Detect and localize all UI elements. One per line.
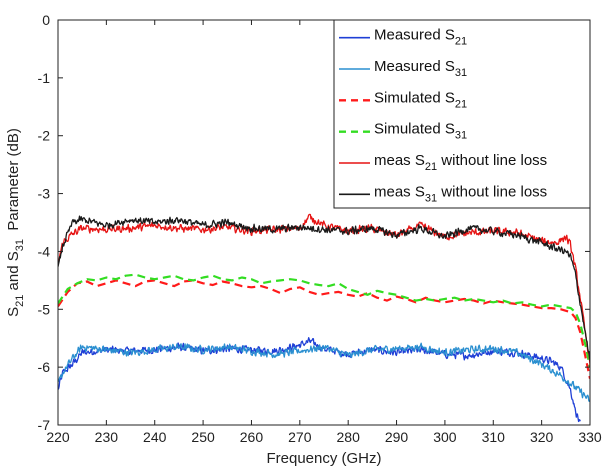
x-tick-label: 240: [143, 429, 167, 445]
legend-label-suffix: without line loss: [437, 152, 547, 169]
legend-label-subscript: 21: [455, 36, 467, 48]
y-tick-label: -6: [38, 359, 51, 375]
x-tick-label: 280: [337, 429, 361, 445]
y-tick-label: -1: [38, 70, 51, 86]
x-tick-label: 270: [288, 429, 312, 445]
legend-label: Measured S31: [374, 58, 467, 79]
plot-area-frame: [57, 19, 591, 426]
y-tick-label: -3: [38, 186, 51, 202]
tick-layer: 220 230 240 250 260 270 280 290 300 310 320 330 0 -1 -…: [38, 12, 602, 445]
y-axis-label: S21 and S31 Parameter (dB): [5, 128, 26, 317]
y-tick-label: 0: [42, 12, 50, 28]
series-layer: [58, 213, 590, 423]
x-tick-label: 260: [240, 429, 264, 445]
y-axis-label-part-b: and S: [5, 251, 22, 294]
x-tick-label: 220: [46, 429, 70, 445]
legend-label-subscript: 21: [425, 161, 437, 173]
legend-label: Simulated S21: [374, 89, 467, 110]
legend-label-text: Simulated S: [374, 89, 455, 106]
legend-label-subscript: 31: [455, 130, 467, 142]
y-axis-label-sub-b: 31: [14, 239, 26, 251]
legend-label-text: Measured S: [374, 27, 455, 44]
series-line-1: [58, 337, 581, 423]
y-tick-label: -5: [38, 301, 51, 317]
x-tick-label: 310: [482, 429, 506, 445]
legend-label-subscript: 31: [425, 192, 437, 204]
y-tick-label: -2: [38, 128, 51, 144]
y-axis-label-part-c: Parameter (dB): [5, 128, 22, 239]
y-axis-label-part-a: S: [5, 307, 22, 317]
x-tick-label: 300: [433, 429, 457, 445]
legend-label-suffix: without line loss: [437, 183, 547, 200]
x-tick-label: 250: [191, 429, 215, 445]
legend-box: [333, 19, 591, 209]
series-line-6: [58, 215, 590, 362]
legend-label-text: Measured S: [374, 58, 455, 75]
legend-label: meas S31 without line loss: [374, 183, 547, 204]
x-tick-label: 290: [385, 429, 409, 445]
legend-label: meas S21 without line loss: [374, 152, 547, 173]
y-tick-label: -7: [38, 417, 51, 433]
legend-label-text: meas S: [374, 152, 425, 169]
y-axis-label-sub-a: 21: [14, 295, 26, 307]
x-axis-label: Frequency (GHz): [266, 450, 381, 467]
x-tick-label: 320: [530, 429, 554, 445]
legend-label-text: Simulated S: [374, 121, 455, 138]
series-line-2: [58, 342, 590, 402]
series-line-4: [58, 273, 590, 368]
legend-label-subscript: 31: [455, 67, 467, 79]
legend-label: Measured S21: [374, 27, 467, 48]
legend-label: Simulated S31: [374, 121, 467, 142]
x-tick-label: 330: [578, 429, 602, 445]
x-tick-label: 230: [95, 429, 119, 445]
legend-label-subscript: 21: [455, 98, 467, 110]
legend-label-text: meas S: [374, 183, 425, 200]
series-line-3: [58, 279, 590, 379]
y-tick-label: -4: [38, 243, 51, 259]
